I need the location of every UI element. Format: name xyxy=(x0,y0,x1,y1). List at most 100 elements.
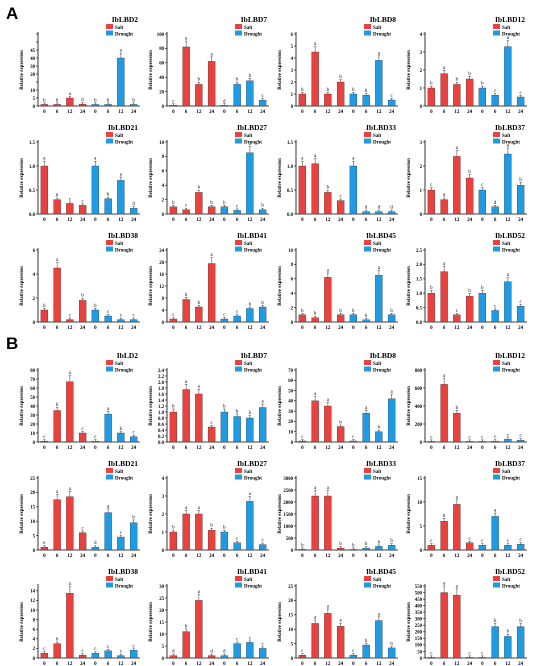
y-axis-label: Relative expression xyxy=(149,50,154,90)
significance-letter: c xyxy=(172,99,174,104)
bar-drought xyxy=(516,185,525,215)
bar-drought xyxy=(91,440,100,443)
bar-salt xyxy=(53,104,61,107)
legend-label-drought: Drought xyxy=(244,585,262,590)
bar-drought xyxy=(246,80,254,107)
x-tick-label: 0 xyxy=(43,662,46,666)
legend-label-drought: Drought xyxy=(115,585,133,590)
x-tick-label: 6 xyxy=(107,554,110,559)
y-tick-label: 10 xyxy=(288,431,293,436)
y-tick-label: 0 xyxy=(291,549,294,554)
significance-letter: c xyxy=(133,644,135,649)
legend-label-drought: Drought xyxy=(502,249,520,254)
y-tick-label: 1.2 xyxy=(158,405,165,410)
chart-title: IbLBD8 xyxy=(370,351,397,360)
legend-swatch-drought xyxy=(364,366,371,372)
y-tick-label: 20 xyxy=(159,261,164,266)
bar-drought xyxy=(129,319,138,323)
significance-letter: c xyxy=(82,427,84,432)
bar-salt xyxy=(169,531,178,551)
x-tick-label: 6 xyxy=(443,662,446,666)
y-tick-label: 3 xyxy=(420,51,423,56)
bar-drought xyxy=(91,165,100,215)
chart-title: IbLBD37 xyxy=(495,123,525,132)
significance-letter: b xyxy=(430,82,433,87)
x-tick-label: 6 xyxy=(443,554,446,559)
legend-label-salt: Salt xyxy=(115,26,124,31)
significance-letter: c xyxy=(520,538,522,543)
y-tick-label: 0 xyxy=(291,321,294,326)
x-tick-label: 0 xyxy=(172,110,175,115)
y-axis-label: Relative expression xyxy=(407,602,412,642)
legend-label-salt: Salt xyxy=(244,578,253,583)
significance-letter: b xyxy=(456,406,459,411)
significance-letter: a xyxy=(443,262,446,267)
bar-drought xyxy=(478,87,487,107)
significance-letter: b xyxy=(223,526,226,531)
x-tick-label: 6 xyxy=(107,446,110,451)
y-axis-label: Relative expression xyxy=(407,494,412,534)
y-axis-label: Relative expression xyxy=(278,158,283,198)
bar-drought xyxy=(117,180,125,215)
legend-label-salt: Salt xyxy=(115,470,124,475)
bar-salt xyxy=(195,306,203,323)
y-tick-label: 2.2 xyxy=(158,375,165,380)
significance-letter: b xyxy=(120,427,123,432)
y-tick-label: 80 xyxy=(30,369,35,374)
x-tick-label: 6 xyxy=(236,326,239,331)
significance-letter: c xyxy=(430,651,432,656)
bar-salt xyxy=(453,156,461,215)
bar-salt xyxy=(440,592,448,659)
y-axis-label: Relative expression xyxy=(278,266,283,306)
bar-salt xyxy=(336,81,345,107)
chart-iblbd33: IbLBD33 Salt Drought 0 500 1000 1500 2000 2500 30… xyxy=(278,459,398,559)
x-tick-label: 0 xyxy=(223,554,226,559)
bar-drought xyxy=(491,516,499,551)
significance-letter: c xyxy=(520,300,522,305)
bar-salt xyxy=(207,61,216,107)
bar-salt xyxy=(336,426,345,443)
y-tick-label: 0.0 xyxy=(416,321,423,326)
bar-drought xyxy=(233,542,241,551)
x-tick-label: 0 xyxy=(223,662,226,666)
chart-title: IbLBD21 xyxy=(108,459,138,468)
x-tick-label: 12 xyxy=(67,110,73,115)
significance-letter: b xyxy=(481,82,484,87)
x-tick-label: 12 xyxy=(118,554,124,559)
significance-letter: c xyxy=(391,94,393,99)
x-tick-label: 0 xyxy=(94,554,97,559)
bar-salt xyxy=(427,87,436,107)
y-tick-label: 14 xyxy=(30,590,35,595)
bar-salt xyxy=(298,165,307,215)
x-tick-label: 12 xyxy=(454,662,460,666)
x-tick-label: 0 xyxy=(172,326,175,331)
x-tick-label: 6 xyxy=(443,110,446,115)
bar-salt xyxy=(40,653,49,659)
bar-salt xyxy=(298,93,307,107)
bar-salt xyxy=(336,626,345,659)
y-axis-label: Relative expression xyxy=(278,386,283,426)
legend-swatch-drought xyxy=(364,582,371,588)
x-tick-label: 12 xyxy=(505,554,511,559)
y-tick-label: 40 xyxy=(30,405,35,410)
x-tick-label: 6 xyxy=(443,446,446,451)
significance-letter: a xyxy=(494,509,497,514)
x-tick-label: 6 xyxy=(56,446,59,451)
bar-drought xyxy=(104,650,112,659)
legend-swatch-salt xyxy=(235,360,242,365)
y-tick-label: 70 xyxy=(30,378,35,383)
bar-salt xyxy=(440,73,448,107)
y-tick-label: 2.0 xyxy=(158,381,165,386)
x-tick-label: 0 xyxy=(43,110,46,115)
y-tick-label: 0.8 xyxy=(158,417,165,422)
significance-letter: a xyxy=(378,266,381,271)
bar-salt xyxy=(311,317,319,323)
bar-salt xyxy=(66,97,74,107)
y-tick-label: 50 xyxy=(417,650,422,655)
significance-letter: a xyxy=(69,371,72,376)
significance-letter: b xyxy=(494,619,497,624)
x-tick-label: 12 xyxy=(118,218,124,223)
x-tick-label: 12 xyxy=(325,110,331,115)
